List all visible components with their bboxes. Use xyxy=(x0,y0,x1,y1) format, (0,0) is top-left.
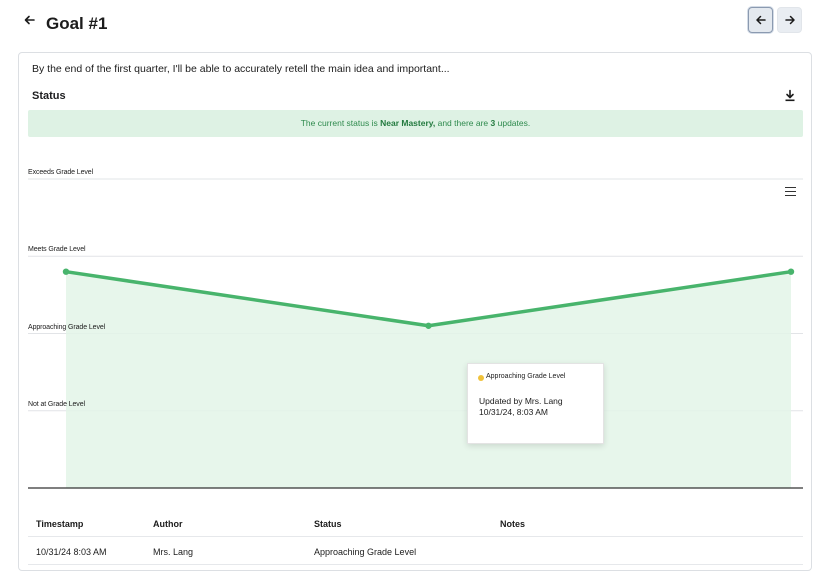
y-axis-label: Exceeds Grade Level xyxy=(28,169,94,176)
cell-timestamp: 10/31/24 8:03 AM xyxy=(36,547,107,557)
cell-author: Mrs. Lang xyxy=(153,547,194,557)
y-axis-label: Approaching Grade Level xyxy=(28,323,106,331)
series-area xyxy=(66,271,791,488)
chart-menu-button[interactable] xyxy=(785,187,796,196)
arrow-left-icon xyxy=(755,15,766,25)
download-button[interactable] xyxy=(784,89,796,102)
goal-card: By the end of the first quarter, I'll be… xyxy=(18,52,812,571)
back-button[interactable] xyxy=(22,12,38,28)
tooltip-level: Approaching Grade Level xyxy=(486,373,566,380)
tooltip-author: Updated by Mrs. Lang xyxy=(479,396,563,406)
arrow-right-icon xyxy=(784,15,795,25)
banner-suffix: updates. xyxy=(495,118,531,128)
data-point xyxy=(787,268,795,275)
data-point xyxy=(425,322,432,329)
data-point xyxy=(62,268,70,275)
row-divider xyxy=(28,564,803,565)
banner-count: 3 xyxy=(490,118,496,128)
previous-goal-button[interactable] xyxy=(748,7,773,33)
column-header-timestamp: Timestamp xyxy=(36,519,84,529)
tooltip-status-dot xyxy=(478,375,484,381)
banner-middle: and there are xyxy=(435,118,491,128)
cell-status: Approaching Grade Level xyxy=(314,547,417,557)
column-header-author: Author xyxy=(153,519,183,529)
arrow-left-icon xyxy=(24,15,35,25)
status-chart: Not at Grade Level Approaching Grade Leve… xyxy=(28,169,803,491)
status-heading: Status xyxy=(32,90,66,102)
goal-description: By the end of the first quarter, I'll be… xyxy=(32,63,450,75)
page-title: Goal #1 xyxy=(46,14,108,33)
download-icon xyxy=(785,89,795,102)
column-header-notes: Notes xyxy=(500,519,526,529)
status-banner: The current status is Near Mastery, and … xyxy=(28,110,803,137)
banner-prefix: The current status is xyxy=(300,118,381,128)
next-goal-button[interactable] xyxy=(777,7,802,33)
chart-tooltip: Approaching Grade Level Updated by Mrs. … xyxy=(467,363,604,444)
page-header: Goal #1 xyxy=(0,0,820,48)
header-divider xyxy=(28,536,803,537)
tooltip-date: 10/31/24, 8:03 AM xyxy=(479,407,548,417)
y-axis-label: Not at Grade Level xyxy=(28,400,85,408)
column-header-status: Status xyxy=(314,519,342,529)
status-chart-svg xyxy=(28,178,803,489)
y-axis-label: Meets Grade Level xyxy=(28,246,86,254)
banner-status: Near Mastery, xyxy=(380,118,436,128)
